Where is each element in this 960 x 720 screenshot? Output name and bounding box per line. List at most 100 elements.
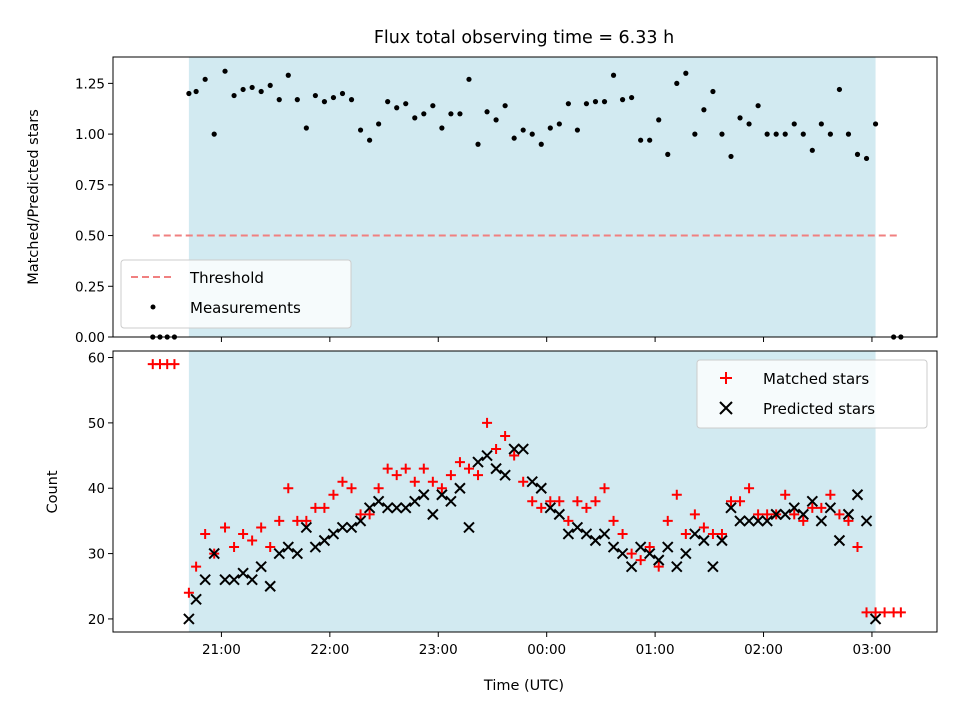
measurement-point: [656, 117, 662, 123]
measurement-point: [211, 131, 217, 137]
predicted-star-point: [580, 528, 593, 540]
predicted-star-point: [634, 541, 647, 553]
matched-star-point: [689, 509, 700, 520]
bottom-legend: Matched stars Predicted stars: [696, 359, 928, 429]
matched-star-point: [662, 515, 673, 526]
matched-star-point: [843, 515, 854, 526]
measurement-point: [285, 72, 291, 78]
predicted-star-point: [481, 449, 493, 462]
predicted-star-point: [653, 554, 665, 566]
measurement-point: [475, 141, 481, 147]
top-ytick-label: 1.25: [75, 76, 105, 92]
measurement-point: [638, 137, 644, 143]
matched-star-point: [337, 476, 348, 487]
predicted-stars-legend-swatch: [719, 401, 733, 415]
matched-star-point: [599, 483, 610, 494]
predicted-star-point: [454, 482, 466, 494]
predicted-star-point: [680, 547, 692, 560]
top-axes-frame: [112, 56, 938, 338]
predicted-star-point: [199, 574, 211, 586]
matched-star-point: [391, 470, 402, 481]
matched-stars-legend-swatch: [720, 372, 732, 384]
measurement-point: [574, 127, 581, 133]
matched-star-point: [590, 496, 601, 507]
predicted-star-point: [544, 502, 557, 514]
measurement-point: [466, 76, 472, 82]
matched-star-point: [716, 528, 727, 539]
measurement-point: [773, 131, 779, 137]
predicted-star-point: [698, 534, 710, 547]
predicted-stars-legend-label: Predicted stars: [763, 400, 875, 418]
measurements-legend-swatch: [150, 304, 156, 310]
matched-star-point: [229, 542, 240, 553]
matched-star-point: [789, 509, 800, 520]
predicted-star-point: [463, 521, 475, 534]
predicted-star-point: [228, 574, 240, 586]
predicted-star-point: [824, 502, 837, 514]
predicted-star-point: [779, 508, 791, 521]
predicted-star-point: [761, 515, 773, 527]
top-legend: Threshold Measurements: [120, 259, 352, 329]
chart-title: Flux total observing time = 6.33 h: [374, 28, 674, 48]
matched-star-point: [807, 502, 818, 513]
measurement-point: [538, 141, 544, 147]
predicted-star-point: [336, 521, 349, 534]
predicted-star-point: [869, 613, 882, 625]
predicted-star-point: [436, 489, 448, 501]
measurement-point: [330, 94, 337, 101]
measurement-point: [321, 99, 328, 105]
bottom-ytick-label: 30: [88, 547, 105, 563]
measurement-point: [502, 103, 508, 109]
top-ytick-label: 0.00: [75, 330, 105, 346]
xtick-label: 00:00: [527, 642, 566, 658]
matched-star-point: [617, 528, 628, 539]
matched-star-point: [563, 515, 574, 526]
measurement-point: [565, 101, 571, 107]
xtick-label: 02:00: [744, 642, 783, 658]
predicted-star-point: [255, 560, 267, 573]
predicted-star-point: [616, 547, 629, 560]
predicted-star-point: [300, 521, 313, 534]
predicted-star-point: [282, 541, 294, 553]
matched-star-point: [518, 476, 529, 487]
predicted-star-point: [418, 489, 430, 501]
measurement-point: [836, 86, 843, 93]
matched-star-point: [328, 489, 339, 500]
matched-star-point: [635, 555, 646, 566]
measurement-point: [412, 115, 418, 121]
measurement-point: [610, 72, 617, 78]
predicted-star-point: [770, 508, 782, 521]
predicted-star-point: [490, 462, 502, 475]
measurement-point: [665, 151, 671, 157]
matched-star-point: [753, 509, 764, 520]
bottom-axes-frame: [112, 350, 938, 633]
matched-star-point: [816, 502, 827, 513]
bottom-ytick-label: 20: [88, 612, 105, 628]
measurement-point: [674, 80, 680, 86]
measurement-point: [520, 127, 526, 133]
measurement-point: [809, 147, 815, 153]
measurement-point: [193, 88, 199, 95]
measurement-point: [222, 68, 228, 74]
measurement-point: [348, 97, 355, 103]
matched-star-point: [319, 502, 330, 513]
measurement-point: [755, 103, 761, 109]
matched-star-point: [265, 542, 276, 553]
predicted-star-point: [400, 502, 412, 514]
matched-star-point: [400, 463, 411, 474]
predicted-star-point: [842, 508, 855, 521]
measurement-point: [511, 135, 517, 141]
measurement-point: [394, 105, 400, 111]
measurement-point: [430, 103, 436, 109]
measurement-point: [357, 127, 364, 133]
matched-star-point: [473, 470, 484, 481]
predicted-star-point: [273, 547, 285, 560]
matched-star-point: [671, 489, 682, 500]
matched-star-point: [247, 535, 258, 546]
measurement-point: [719, 131, 725, 137]
matched-star-point: [536, 502, 547, 513]
predicted-star-point: [409, 495, 421, 508]
matched-star-point: [545, 496, 556, 507]
measurement-point: [737, 115, 743, 121]
matched-star-point: [373, 483, 384, 494]
